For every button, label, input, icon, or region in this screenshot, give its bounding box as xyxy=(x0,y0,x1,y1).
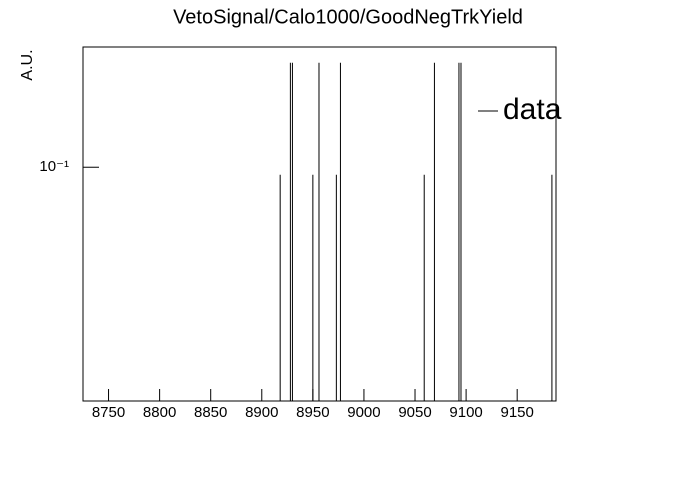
x-tick-label: 9000 xyxy=(347,404,380,421)
x-tick-label: 9050 xyxy=(398,404,431,421)
legend-label: data xyxy=(503,93,562,126)
plot-frame xyxy=(82,46,557,402)
y-axis-label: A.U. xyxy=(19,49,36,80)
y-tick-label: 10⁻¹ xyxy=(39,158,69,175)
x-tick-label: 9100 xyxy=(449,404,482,421)
x-tick-label: 9150 xyxy=(500,404,533,421)
x-tick-label: 8950 xyxy=(296,404,329,421)
x-tick-label: 8900 xyxy=(245,404,278,421)
chart-title: VetoSignal/Calo1000/GoodNegTrkYield xyxy=(173,6,523,28)
x-tick-label: 8800 xyxy=(143,404,176,421)
x-tick-label: 8850 xyxy=(194,404,227,421)
x-tick-label: 8750 xyxy=(92,404,125,421)
